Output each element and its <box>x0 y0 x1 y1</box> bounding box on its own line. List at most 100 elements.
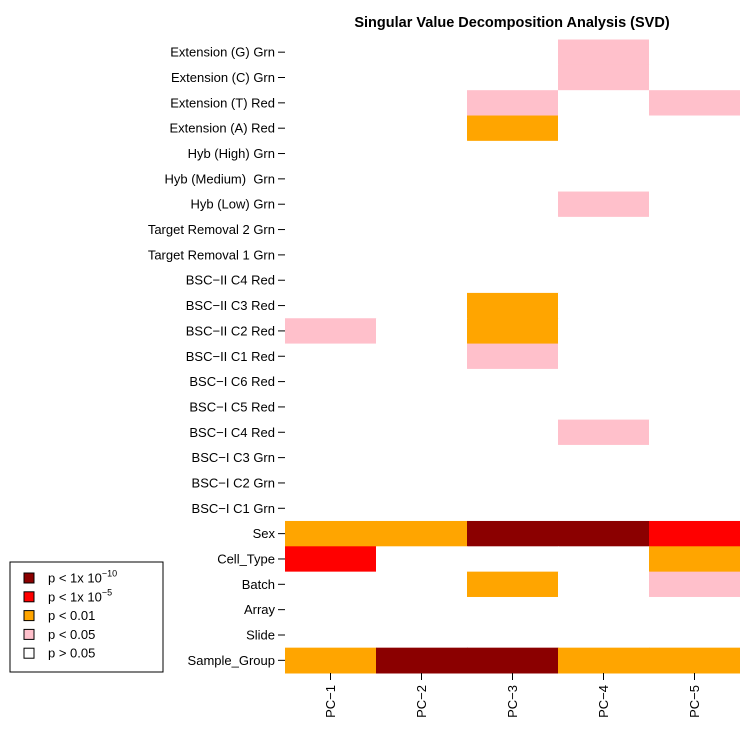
heat-cell <box>467 242 559 269</box>
heat-cell <box>467 444 559 471</box>
y-tick-label: BSC−I C4 Red <box>189 425 275 440</box>
heat-cell <box>285 39 377 66</box>
heat-cell <box>649 647 740 674</box>
heat-cell <box>285 191 377 218</box>
heat-cell <box>285 647 377 674</box>
heat-cell <box>558 394 650 421</box>
y-tick-label: Batch <box>242 577 275 592</box>
heat-cell <box>649 546 740 573</box>
heat-cell <box>467 292 559 319</box>
heat-cell <box>376 166 468 193</box>
heat-cell <box>376 647 468 674</box>
heat-cell <box>376 622 468 649</box>
heat-cell <box>558 64 650 91</box>
x-tick-label: PC−1 <box>323 685 338 718</box>
heat-cell <box>558 495 650 522</box>
legend-swatch <box>23 610 35 622</box>
heat-cell <box>558 419 650 446</box>
heat-cell <box>285 495 377 522</box>
heat-cell <box>467 419 559 446</box>
heat-cell <box>649 292 740 319</box>
heat-cell <box>649 343 740 370</box>
heat-cell <box>467 343 559 370</box>
heat-cell <box>467 267 559 294</box>
heat-cell <box>376 520 468 547</box>
heat-cell <box>467 495 559 522</box>
heat-cell <box>558 520 650 547</box>
y-tick-label: BSC−II C1 Red <box>186 349 275 364</box>
heat-cell <box>467 39 559 66</box>
heat-cell <box>558 292 650 319</box>
y-tick-label: Extension (T) Red <box>170 95 275 110</box>
y-tick-label: Hyb (Medium) Grn <box>164 171 275 186</box>
heat-cell <box>376 191 468 218</box>
legend-label: p < 0.05 <box>48 627 95 642</box>
heat-cell <box>285 140 377 167</box>
legend-text: p < 1x 10 <box>48 589 102 604</box>
heat-cell <box>376 39 468 66</box>
heat-cell <box>285 343 377 370</box>
heat-cell <box>376 64 468 91</box>
legend-label: p < 0.01 <box>48 608 95 623</box>
heat-cell <box>558 343 650 370</box>
heat-cell <box>285 64 377 91</box>
x-tick-label: PC−2 <box>414 685 429 718</box>
heat-cell <box>649 140 740 167</box>
heat-cell <box>649 90 740 117</box>
heat-cell <box>376 546 468 573</box>
heat-cell <box>376 596 468 623</box>
heat-cell <box>467 318 559 345</box>
heat-cell <box>558 140 650 167</box>
heat-cell <box>558 368 650 395</box>
heat-cell <box>649 571 740 598</box>
legend-box <box>9 561 164 673</box>
heat-cell <box>467 191 559 218</box>
heat-cell <box>558 216 650 243</box>
legend-label: p > 0.05 <box>48 646 95 661</box>
heat-cell <box>285 470 377 497</box>
heat-cell <box>649 216 740 243</box>
heat-cell <box>649 267 740 294</box>
heat-cell <box>285 444 377 471</box>
legend-text: p < 0.01 <box>48 608 95 623</box>
heat-cell <box>285 520 377 547</box>
heat-cell <box>376 368 468 395</box>
heat-cell <box>467 140 559 167</box>
legend-text: p < 1x 10 <box>48 571 102 586</box>
heat-cell <box>558 444 650 471</box>
heat-cell <box>649 444 740 471</box>
heat-cell <box>285 368 377 395</box>
heat-cell <box>558 318 650 345</box>
heat-cell <box>376 216 468 243</box>
y-tick-label: Array <box>244 602 276 617</box>
heat-cell <box>467 216 559 243</box>
legend-swatch <box>23 591 35 603</box>
x-tick-label: PC−5 <box>687 685 702 718</box>
heat-cell <box>376 292 468 319</box>
y-tick-label: Sample_Group <box>188 653 275 668</box>
y-tick-label: Extension (A) Red <box>170 121 276 136</box>
heat-cell <box>467 394 559 421</box>
legend-label: p < 1x 10−5 <box>48 587 112 604</box>
heat-cell <box>376 394 468 421</box>
heat-cell <box>649 191 740 218</box>
y-tick-label: Target Removal 2 Grn <box>148 222 275 237</box>
legend-text: p < 0.05 <box>48 627 95 642</box>
heat-cell <box>376 140 468 167</box>
heat-cell <box>285 546 377 573</box>
heat-cell <box>649 166 740 193</box>
legend-swatch <box>23 628 35 640</box>
heat-cell <box>376 444 468 471</box>
heat-cell <box>558 242 650 269</box>
heat-cell <box>376 343 468 370</box>
heat-cell <box>467 596 559 623</box>
heat-cell <box>649 39 740 66</box>
heat-cell <box>558 647 650 674</box>
heat-cell <box>467 90 559 117</box>
heat-cell <box>467 470 559 497</box>
y-tick-label: BSC−I C1 Grn <box>192 501 275 516</box>
heat-cell <box>467 571 559 598</box>
y-tick-label: BSC−II C3 Red <box>186 298 275 313</box>
heat-cell <box>558 571 650 598</box>
